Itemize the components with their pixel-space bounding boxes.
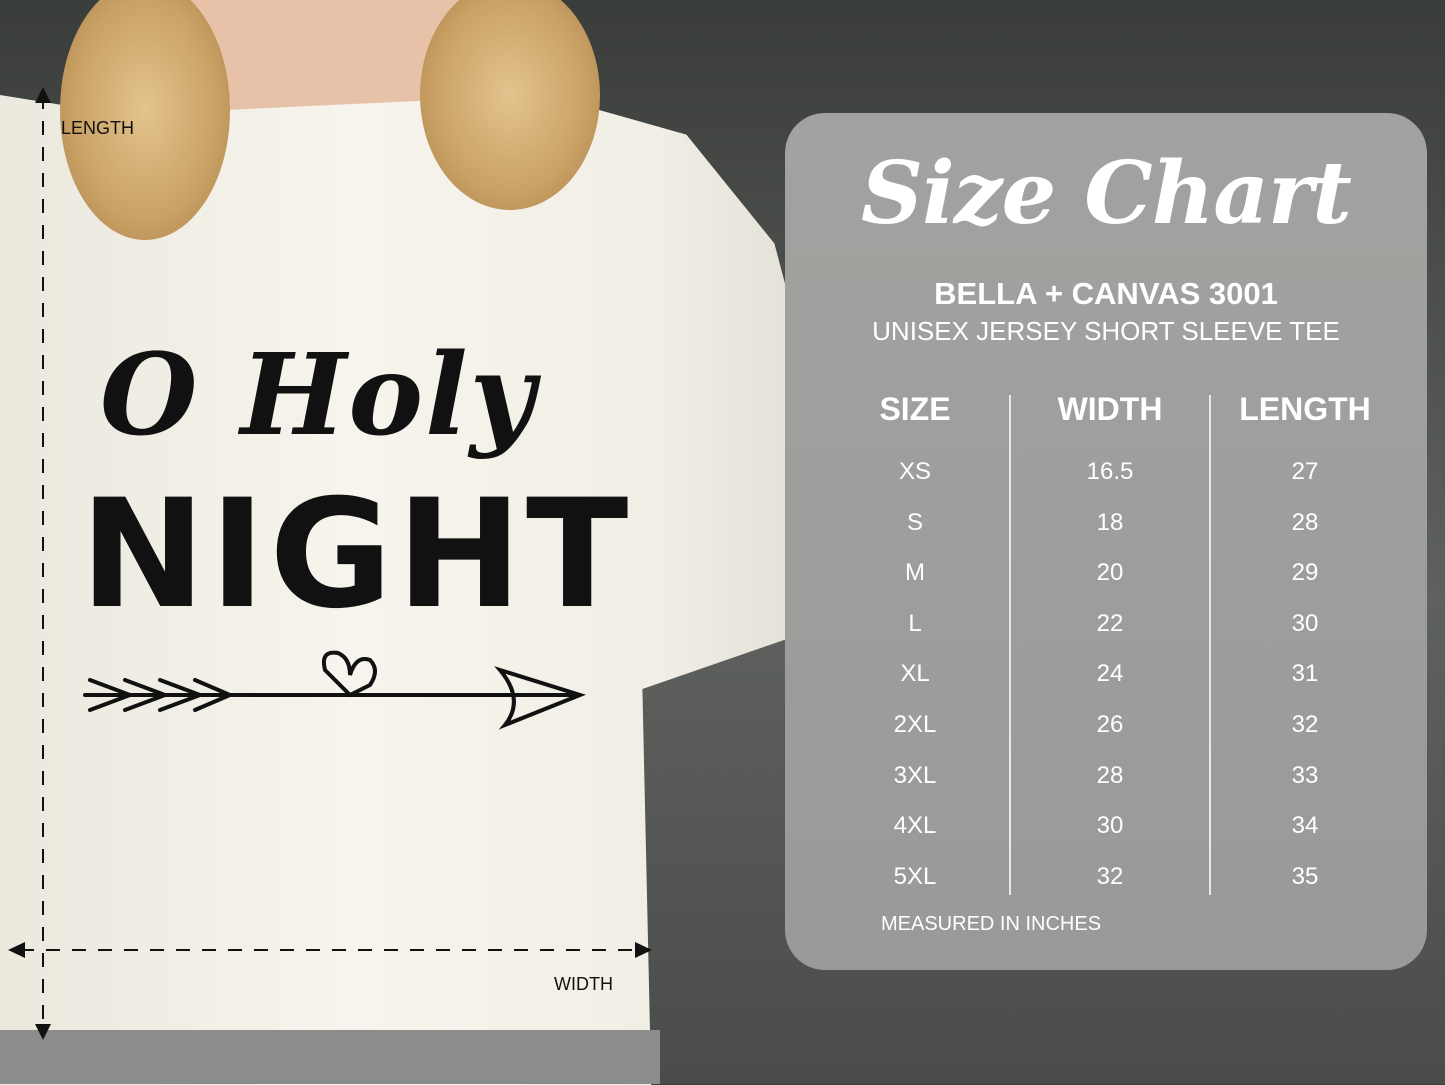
size-cell: XS bbox=[898, 458, 931, 485]
width-cell: 26 bbox=[1096, 710, 1124, 738]
size-chart-panel: Size Chart BELLA + CANVAS 3001 UNISEX JE… bbox=[785, 113, 1427, 970]
length-cell: 35 bbox=[1291, 862, 1319, 890]
length-column: LENGTH 27 28 29 30 31 32 33 34 35 bbox=[1205, 391, 1405, 912]
size-cell: S bbox=[906, 508, 923, 536]
size-cell: 4XL bbox=[893, 812, 937, 840]
length-cell: 27 bbox=[1291, 458, 1319, 485]
header-width: WIDTH bbox=[1057, 391, 1163, 427]
size-cell: 3XL bbox=[893, 761, 937, 789]
size-cell: L bbox=[908, 609, 922, 637]
length-cell: 33 bbox=[1291, 761, 1319, 789]
size-cell: 2XL bbox=[893, 710, 937, 738]
length-measure-line bbox=[35, 87, 51, 1040]
header-length: LENGTH bbox=[1239, 391, 1371, 427]
column-divider bbox=[1209, 395, 1211, 895]
width-cell: 28 bbox=[1096, 761, 1124, 789]
width-label: WIDTH bbox=[554, 974, 613, 994]
width-column: WIDTH 16.5 18 20 22 24 26 28 30 32 bbox=[1010, 391, 1210, 912]
column-divider bbox=[1009, 395, 1011, 895]
size-cell: M bbox=[905, 559, 925, 587]
length-cell: 30 bbox=[1291, 609, 1319, 637]
shirt-design: O Holy NIGHT bbox=[80, 330, 628, 750]
design-line1: O Holy bbox=[100, 330, 537, 461]
length-cell: 28 bbox=[1291, 508, 1319, 536]
pants bbox=[0, 1030, 660, 1084]
length-cell: 31 bbox=[1291, 660, 1319, 688]
width-cell: 32 bbox=[1096, 862, 1124, 890]
width-cell: 20 bbox=[1096, 559, 1124, 587]
width-cell: 22 bbox=[1096, 609, 1124, 637]
width-cell: 30 bbox=[1096, 812, 1124, 840]
size-cell: 5XL bbox=[893, 862, 937, 890]
length-cell: 32 bbox=[1291, 710, 1319, 738]
length-cell: 29 bbox=[1291, 559, 1319, 587]
size-chart-title: Size Chart bbox=[860, 143, 1352, 244]
measurement-note: MEASURED IN INCHES bbox=[881, 913, 1102, 935]
width-measure-line bbox=[8, 942, 652, 958]
product-subtitle: UNISEX JERSEY SHORT SLEEVE TEE bbox=[872, 316, 1340, 346]
width-cell: 16.5 bbox=[1086, 458, 1134, 485]
size-cell: XL bbox=[900, 660, 930, 688]
width-cell: 24 bbox=[1096, 660, 1124, 688]
design-line2: NIGHT bbox=[80, 468, 633, 642]
brand-model: BELLA + CANVAS 3001 bbox=[934, 276, 1278, 311]
header-size: SIZE bbox=[879, 391, 951, 427]
arrow-heart-graphic bbox=[83, 650, 586, 730]
length-label: LENGTH bbox=[61, 118, 135, 138]
size-column: SIZE XS S M L XL 2XL 3XL 4XL 5XL bbox=[815, 391, 1015, 912]
length-cell: 34 bbox=[1291, 812, 1319, 840]
width-cell: 18 bbox=[1096, 508, 1124, 536]
hair-right bbox=[420, 0, 600, 210]
hair-left bbox=[60, 0, 230, 240]
